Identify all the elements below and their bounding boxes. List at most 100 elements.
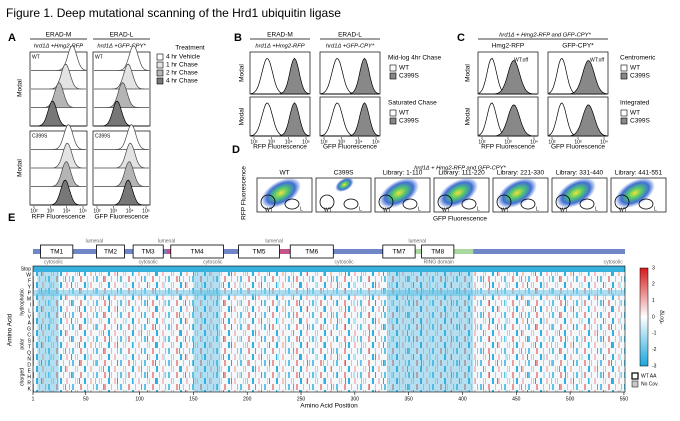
label: H [27, 374, 31, 380]
label: C399S [95, 133, 111, 139]
label: WT [399, 65, 409, 72]
histogram [31, 179, 86, 206]
label: L [418, 206, 421, 212]
density-cloud [335, 177, 354, 192]
label: 10⁴ [285, 139, 293, 145]
histogram [31, 45, 87, 71]
legend-swatch [389, 64, 397, 72]
label: TM6 [305, 249, 318, 256]
label: 2 hr Chase [166, 70, 198, 77]
density-cloud [497, 177, 537, 209]
label: 500 [566, 396, 575, 402]
label: lumenal [409, 238, 427, 244]
label: 10³ [504, 139, 512, 145]
histogram [479, 104, 537, 137]
label: C [457, 32, 465, 44]
label: Library: 1-110 [383, 170, 423, 177]
label: F [28, 278, 31, 284]
gate [461, 198, 477, 210]
label: 10² [93, 208, 101, 214]
label: R [27, 380, 31, 386]
label: WT [442, 207, 450, 213]
label: 350 [404, 396, 413, 402]
label: 10⁵ [142, 208, 150, 214]
legend-swatch [620, 109, 628, 117]
gate [260, 194, 276, 210]
label: W [26, 272, 31, 278]
density-cloud [556, 177, 596, 209]
label: 150 [189, 396, 198, 402]
histogram [479, 59, 537, 95]
label: cytosolic [604, 259, 624, 265]
gate [555, 194, 571, 210]
heatmap-overlay [33, 266, 625, 392]
label: WT [95, 54, 103, 60]
density-cloud [438, 177, 478, 209]
label: 10⁵ [302, 139, 310, 145]
label: V [28, 314, 32, 320]
label: 10⁴ [355, 139, 363, 145]
label: L [359, 206, 362, 212]
label: hrd1Δ +GFP-CPY* [97, 44, 146, 50]
label: T [28, 344, 31, 350]
label: TM4 [191, 249, 204, 256]
label: C399S [399, 73, 420, 80]
label: Modal [239, 107, 246, 125]
label: TM7 [392, 249, 405, 256]
histogram [94, 179, 149, 206]
label: Amino Acid [7, 313, 14, 346]
legend-swatch [389, 117, 397, 125]
legend-swatch [156, 77, 164, 85]
label: Centromeric [620, 55, 656, 62]
label: WT:off [590, 57, 605, 63]
legend-swatch [156, 53, 164, 61]
gate [638, 198, 654, 210]
legend-swatch [620, 64, 628, 72]
legend-swatch [156, 61, 164, 69]
histogram [94, 161, 149, 187]
label: L [28, 308, 31, 314]
label: WT [630, 110, 640, 117]
sensitive-band [37, 266, 59, 392]
label: RFP Fluorescence [481, 144, 535, 151]
label: M [27, 296, 31, 302]
tm-box [40, 244, 74, 259]
label: D [232, 144, 240, 156]
histogram [549, 59, 608, 95]
legend-swatch [389, 72, 397, 80]
histogram [94, 63, 149, 90]
label: 10³ [268, 139, 276, 145]
label: lumenal [265, 238, 283, 244]
label: TM8 [431, 249, 444, 256]
label: -2 [652, 347, 657, 353]
label: L [536, 206, 539, 212]
gate [319, 194, 335, 210]
histogram [31, 82, 86, 108]
label: RING domain [424, 259, 455, 265]
label: 10⁴ [600, 139, 608, 145]
label: hrd1Δ +Hmg2-RFP [34, 44, 83, 50]
label: GFP Fluorescence [323, 144, 377, 151]
label: Library: 331-440 [556, 170, 604, 177]
label: 1 [32, 396, 35, 402]
label: Integrated [620, 100, 650, 107]
label: 10² [478, 139, 486, 145]
colorbar [639, 267, 649, 367]
label: L [477, 206, 480, 212]
label: 50 [83, 396, 89, 402]
label: 550 [620, 396, 629, 402]
histogram [31, 124, 86, 150]
label: 1 hr Chase [166, 62, 198, 69]
tm-box [96, 244, 125, 259]
histogram [251, 102, 310, 137]
label: Saturated Chase [388, 100, 437, 107]
label: 10³ [338, 139, 346, 145]
label: 100 [135, 396, 144, 402]
label: Library: 111-220 [438, 170, 485, 177]
label: 4 hr Chase [166, 78, 198, 85]
label: N [27, 356, 31, 362]
label: GFP-CPY* [562, 43, 594, 50]
label: lumenal [158, 238, 176, 244]
label: cytosolic [334, 259, 354, 265]
